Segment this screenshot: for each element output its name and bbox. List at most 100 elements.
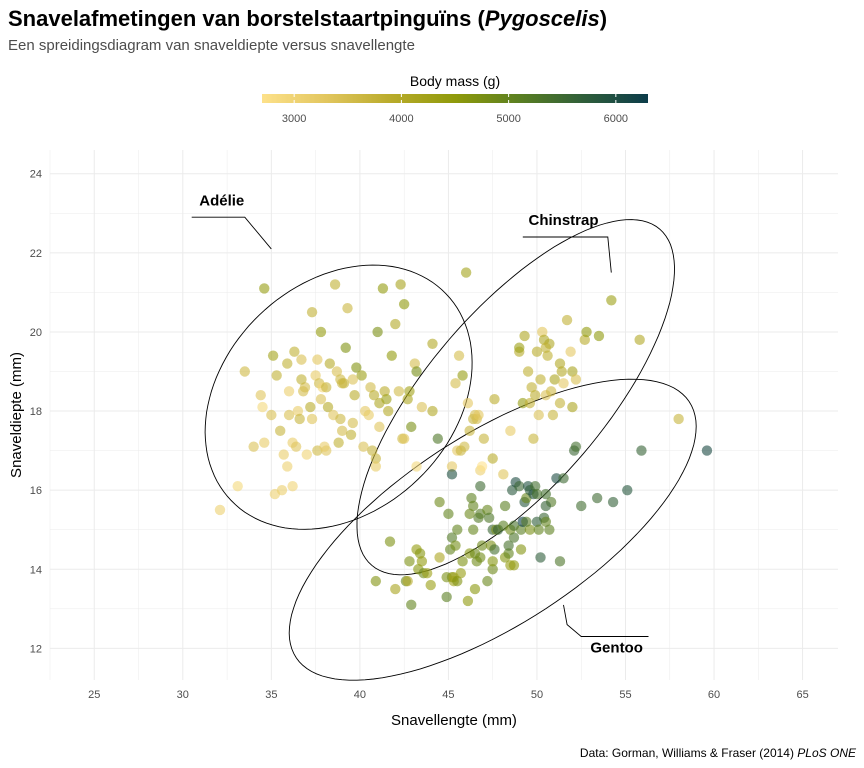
data-point: [248, 441, 259, 452]
data-point: [450, 540, 461, 551]
data-point: [468, 524, 479, 535]
data-point: [370, 453, 382, 464]
data-point: [547, 409, 559, 421]
data-point: [283, 409, 295, 421]
data-point: [554, 358, 566, 369]
data-point: [379, 386, 390, 397]
data-point: [531, 488, 543, 500]
data-point: [266, 409, 277, 421]
data-point: [335, 413, 346, 425]
y-tick-label: 16: [30, 485, 42, 497]
data-point: [483, 512, 495, 524]
data-point: [282, 461, 293, 472]
data-point: [406, 599, 417, 611]
data-point: [434, 552, 445, 563]
data-point: [498, 469, 509, 480]
data-point: [673, 413, 684, 425]
chart-subtitle: Een spreidingsdiagram van snaveldiepte v…: [8, 37, 415, 54]
data-point: [315, 326, 327, 338]
data-point: [398, 433, 410, 444]
data-point: [487, 564, 498, 575]
data-point: [475, 480, 486, 492]
chart-title: Snavelafmetingen van borstelstaartpinguï…: [8, 6, 608, 31]
species-annotations: Adélie Chinstrap Gentoo: [191, 192, 649, 656]
data-point: [476, 461, 488, 472]
data-point: [489, 544, 500, 555]
data-point: [255, 390, 266, 401]
data-point: [464, 508, 475, 520]
data-point: [306, 306, 318, 318]
ellipse-adelie: [204, 264, 473, 530]
data-point: [398, 299, 410, 310]
data-point: [276, 484, 288, 496]
data-point: [425, 579, 436, 591]
data-point: [446, 461, 458, 472]
data-point: [342, 303, 353, 314]
annotation-label: Gentoo: [590, 639, 643, 656]
data-point: [312, 354, 323, 365]
data-point: [414, 548, 426, 559]
data-point: [404, 556, 415, 567]
species-ellipses: [204, 219, 697, 681]
data-point: [404, 386, 415, 397]
data-point: [482, 504, 493, 516]
data-point: [349, 390, 360, 401]
data-point: [503, 540, 514, 551]
data-point: [257, 401, 268, 413]
data-point: [333, 437, 344, 448]
data-point: [384, 536, 396, 547]
x-tick-label: 55: [619, 689, 631, 701]
data-point: [296, 354, 307, 365]
data-point: [393, 386, 405, 397]
data-point: [533, 409, 544, 421]
data-point: [540, 500, 552, 512]
data-point: [446, 469, 458, 480]
data-point: [591, 492, 603, 504]
data-point: [340, 342, 351, 353]
data-point: [239, 366, 250, 377]
data-point: [370, 575, 382, 587]
data-point: [290, 441, 302, 452]
data-point: [634, 334, 645, 346]
data-point: [432, 433, 444, 444]
x-tick-label: 65: [796, 689, 808, 701]
data-point: [453, 350, 465, 361]
data-point: [606, 295, 617, 306]
ellipse-chinstrap: [356, 219, 675, 576]
data-point: [554, 397, 566, 409]
data-point: [570, 374, 582, 385]
annotation-leader-line: [563, 604, 649, 637]
data-point: [347, 374, 359, 385]
data-point: [565, 346, 576, 357]
annotation-label: Adélie: [199, 192, 244, 209]
data-point: [515, 524, 527, 535]
data-point: [540, 488, 552, 500]
data-point: [287, 480, 298, 492]
data-point: [331, 366, 343, 377]
data-point: [406, 421, 417, 433]
legend-colorbar: [262, 94, 648, 103]
data-point: [529, 390, 541, 401]
data-point: [478, 433, 490, 444]
data-point: [367, 445, 378, 456]
data-point: [441, 591, 452, 603]
data-point: [368, 390, 380, 401]
data-point: [402, 393, 413, 405]
data-point: [476, 540, 488, 551]
data-point: [336, 425, 348, 437]
data-point: [519, 330, 530, 342]
data-point: [549, 374, 560, 385]
data-point: [561, 314, 573, 326]
data-point: [267, 350, 279, 361]
data-point: [576, 500, 587, 512]
data-point: [446, 532, 458, 543]
data-point: [542, 350, 553, 361]
data-point: [434, 496, 445, 508]
data-point: [482, 575, 493, 587]
data-point: [351, 362, 362, 373]
data-point: [301, 449, 312, 460]
x-tick-label: 40: [354, 689, 366, 701]
x-tick-label: 60: [708, 689, 720, 701]
x-tick-label: 30: [177, 689, 189, 701]
y-tick-label: 18: [30, 406, 42, 418]
